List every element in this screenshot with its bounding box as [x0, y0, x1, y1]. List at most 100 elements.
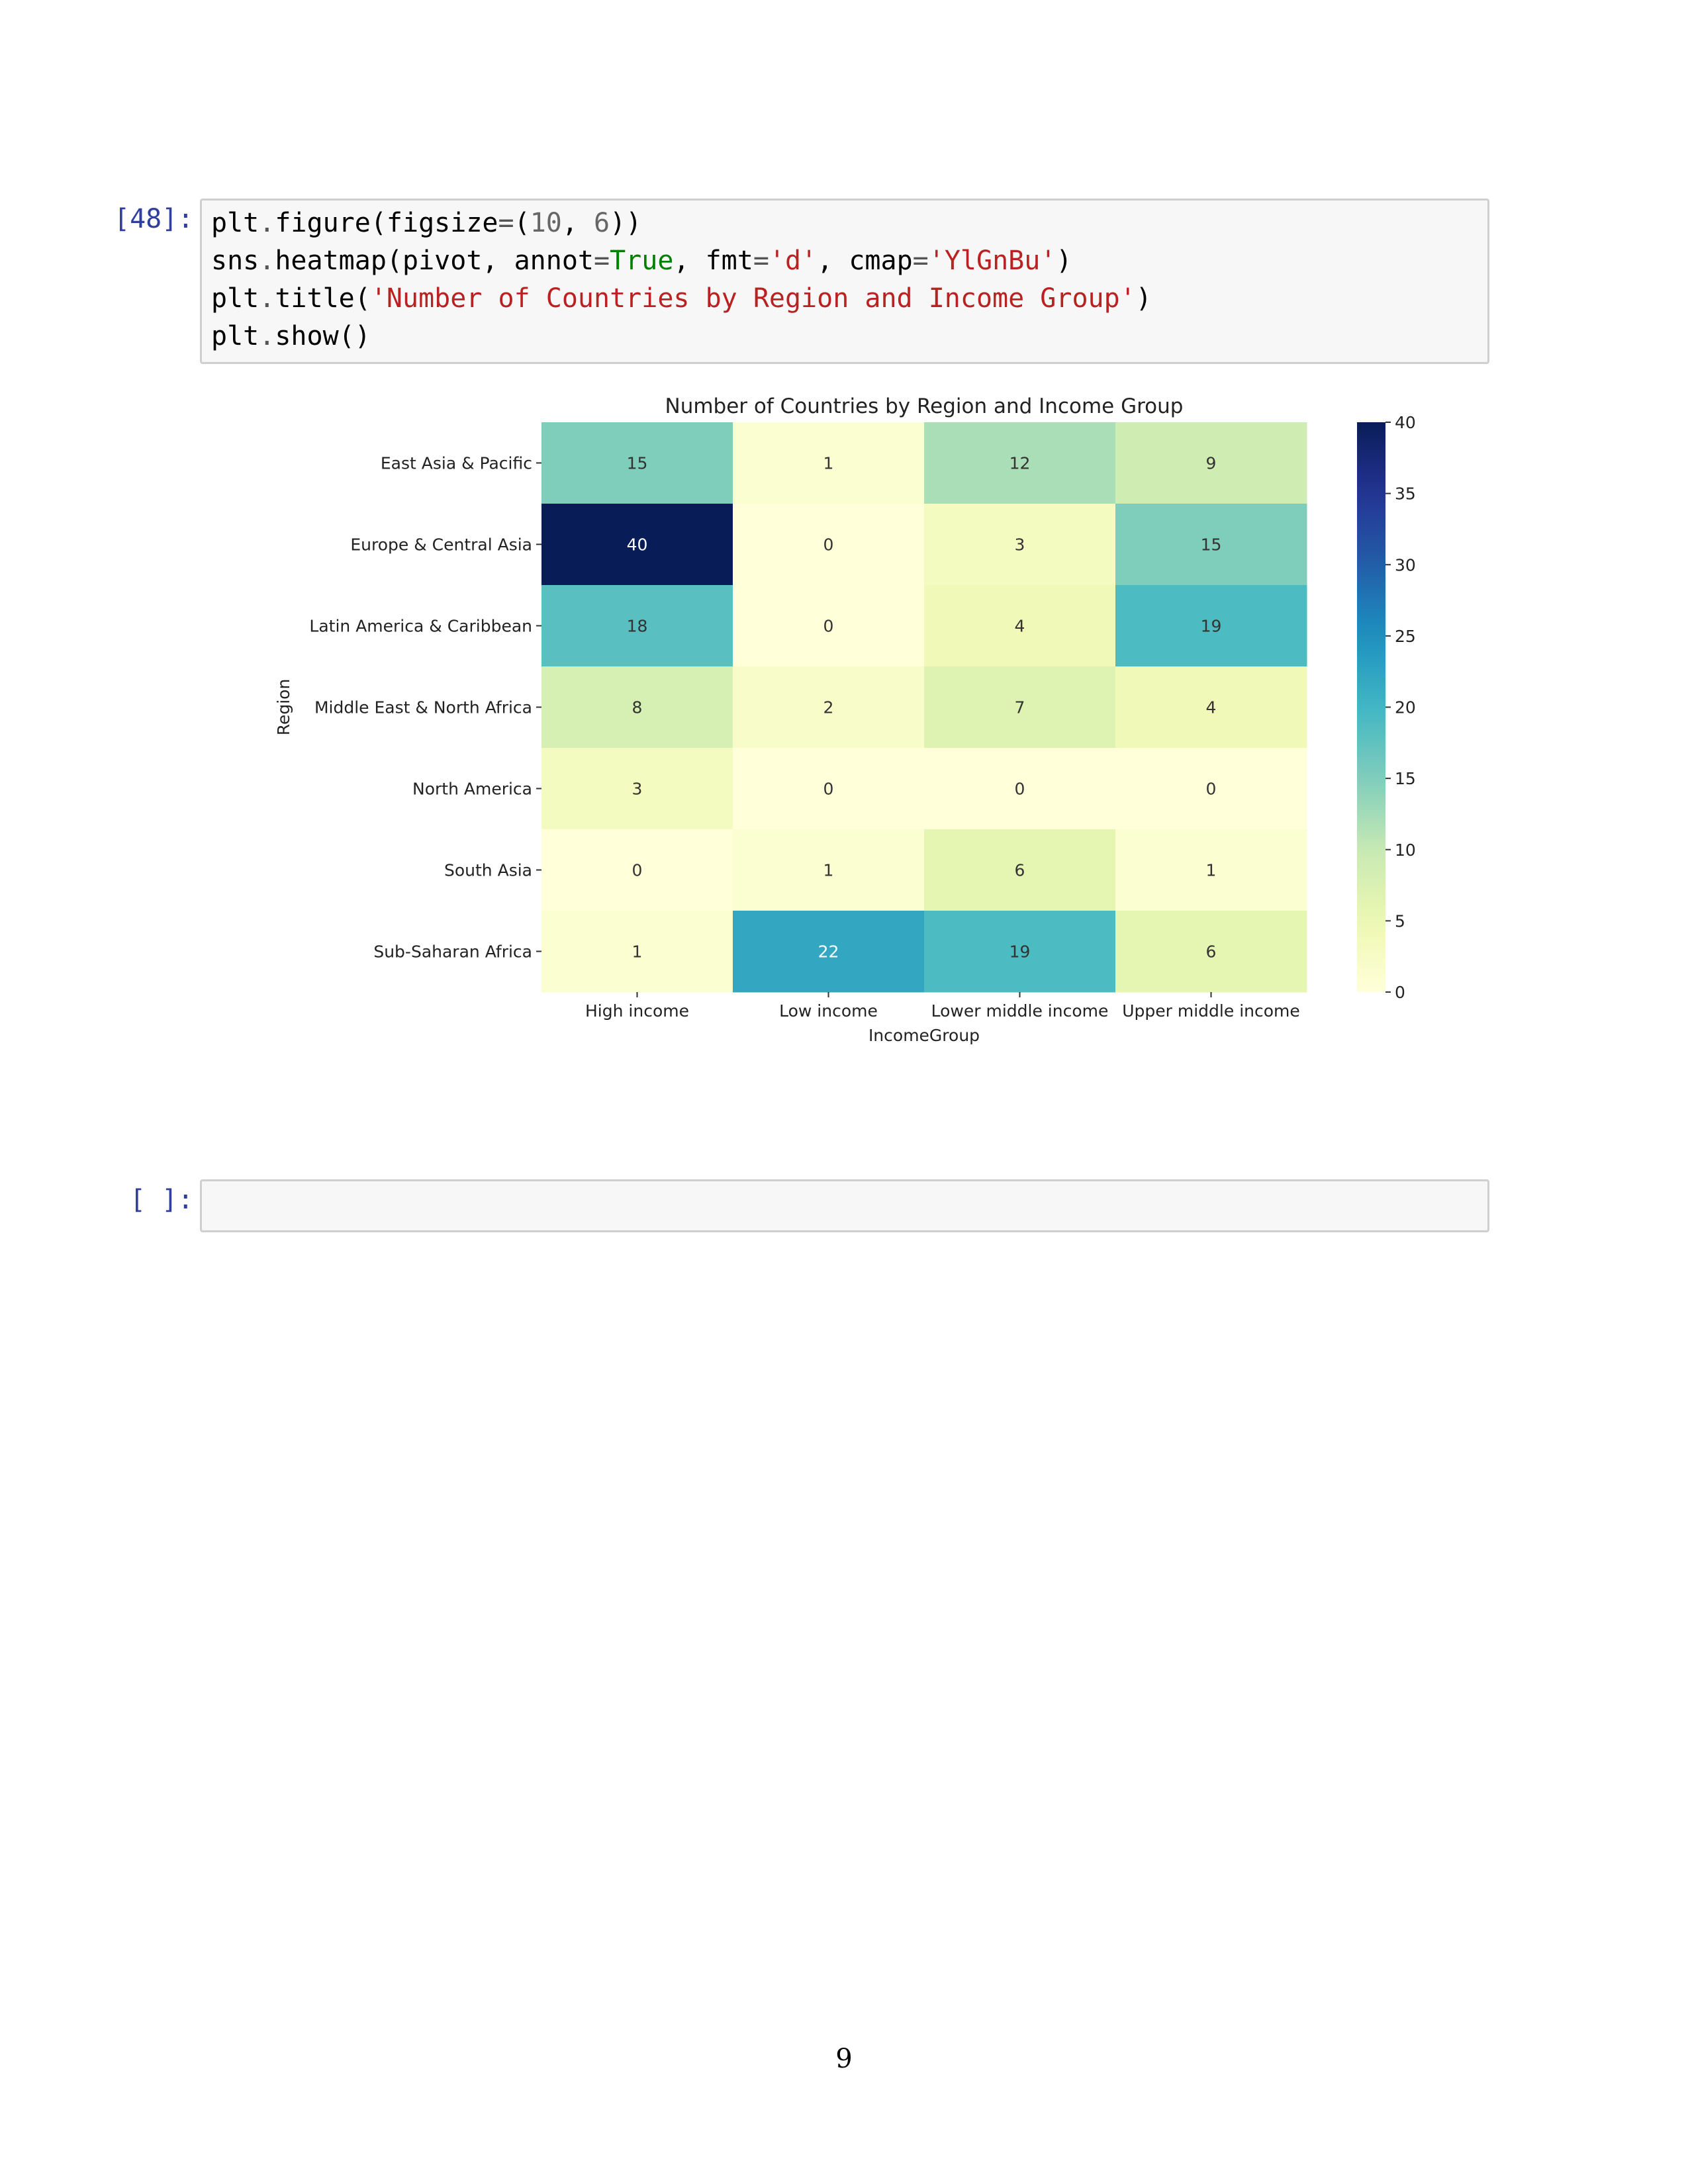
code-line: plt.title('Number of Countries by Region… [211, 280, 1487, 318]
cell-annotation: 6 [1206, 942, 1217, 962]
heatmap-cell [1115, 748, 1307, 830]
heatmap-cell [733, 666, 925, 749]
code-token: ) [1135, 283, 1152, 314]
code-token: . [259, 246, 275, 276]
cell-annotation: 22 [818, 942, 839, 962]
code-token: show() [275, 321, 371, 351]
cell-annotation: 3 [1015, 535, 1025, 555]
heatmap-cell [541, 585, 733, 667]
colorbar-tick-label: 15 [1395, 769, 1416, 788]
heatmap-cell [924, 422, 1116, 504]
empty-code-cell-input[interactable] [200, 1179, 1489, 1232]
heatmap-cell [733, 504, 925, 586]
colorbar-tick-label: 0 [1395, 983, 1405, 1002]
code-token: 'Number of Countries by Region and Incom… [370, 283, 1136, 314]
heatmap-cell [924, 666, 1116, 749]
heatmap-cell [541, 504, 733, 586]
code-token: = [498, 208, 514, 238]
colorbar [1357, 422, 1385, 992]
code-cell-input[interactable]: plt.figure(figsize=(10, 6)) sns.heatmap(p… [200, 199, 1489, 364]
code-token: = [593, 246, 610, 276]
heatmap-cell [541, 748, 733, 830]
cell-annotation: 12 [1009, 454, 1031, 473]
code-token: 'YlGnBu' [928, 246, 1056, 276]
cell-annotation: 6 [1015, 861, 1025, 880]
code-token: = [753, 246, 769, 276]
heatmap-cell [541, 666, 733, 749]
heatmap-cell [1115, 585, 1307, 667]
heatmap-cell [733, 748, 925, 830]
cell-annotation: 0 [632, 861, 643, 880]
code-token: . [259, 208, 275, 238]
code-token: ( [514, 208, 530, 238]
heatmap-cell [1115, 666, 1307, 749]
cell-annotation: 0 [823, 617, 834, 636]
cell-annotation: 8 [632, 698, 643, 717]
code-line: plt.show() [211, 318, 1487, 355]
cell-annotation: 19 [1201, 617, 1222, 636]
cell-annotation: 2 [823, 698, 834, 717]
code-line: plt.figure(figsize=(10, 6)) [211, 205, 1487, 242]
colorbar-tick-label: 35 [1395, 484, 1416, 504]
cell-annotation: 19 [1009, 942, 1031, 962]
cell-annotation: 40 [627, 535, 648, 555]
colorbar-tick-label: 5 [1395, 911, 1405, 931]
heatmap-cell [733, 422, 925, 504]
cell-annotation: 9 [1206, 454, 1217, 473]
heatmap-cell [541, 829, 733, 911]
x-axis-label: IncomeGroup [868, 1026, 980, 1045]
code-token: ) [1056, 246, 1072, 276]
heatmap-cell [541, 911, 733, 993]
heatmap-cell [733, 829, 925, 911]
heatmap-cell [924, 829, 1116, 911]
heatmap-cell [1115, 504, 1307, 586]
cell-annotation: 1 [823, 861, 834, 880]
cell-annotation: 0 [1015, 780, 1025, 799]
colorbar-tick-label: 40 [1395, 413, 1416, 432]
heatmap-cell [541, 422, 733, 504]
cell-annotation: 15 [627, 454, 648, 473]
chart-title: Number of Countries by Region and Income… [665, 394, 1184, 418]
cell-annotation: 1 [632, 942, 643, 962]
x-tick-label: Low income [779, 1001, 878, 1021]
heatmap-cell [733, 585, 925, 667]
colorbar-tick-label: 30 [1395, 555, 1416, 574]
code-token: )) [610, 208, 642, 238]
code-token: figure(figsize [275, 208, 498, 238]
cell-prompt-empty: [ ]: [130, 1185, 194, 1215]
y-tick-label: Middle East & North Africa [314, 698, 532, 717]
code-token: 'd' [769, 246, 818, 276]
heatmap-cell [1115, 829, 1307, 911]
code-token: . [259, 283, 275, 314]
heatmap-chart: Number of Countries by Region and Income… [274, 394, 1416, 1045]
code-token: , fmt [673, 246, 753, 276]
cell-annotation: 4 [1015, 617, 1025, 636]
cell-annotation: 1 [1206, 861, 1217, 880]
code-token: title( [275, 283, 371, 314]
y-tick-label: Latin America & Caribbean [309, 617, 532, 636]
heatmap-cell [924, 585, 1116, 667]
page-number: 9 [835, 2044, 853, 2074]
cell-annotation: 0 [1206, 780, 1217, 799]
heatmap-cell [733, 911, 925, 993]
heatmap-cell [924, 504, 1116, 586]
cell-annotation: 4 [1206, 698, 1217, 717]
code-token: plt [211, 321, 259, 351]
code-token: = [912, 246, 929, 276]
code-token: , cmap [817, 246, 913, 276]
cell-annotation: 0 [823, 535, 834, 555]
heatmap-cell [1115, 911, 1307, 993]
heatmap-cell [924, 748, 1116, 830]
y-tick-label: Europe & Central Asia [350, 535, 532, 555]
y-tick-label: North America [412, 780, 532, 799]
code-token: True [610, 246, 674, 276]
y-tick-label: East Asia & Pacific [381, 454, 532, 473]
heatmap-cell [1115, 422, 1307, 504]
cell-annotation: 1 [823, 454, 834, 473]
cell-annotation: 15 [1201, 535, 1222, 555]
code-line: sns.heatmap(pivot, annot=True, fmt='d', … [211, 242, 1487, 280]
code-token: . [259, 321, 275, 351]
cell-prompt-48: [48]: [114, 204, 194, 234]
code-token: , [561, 208, 594, 238]
colorbar-tick-label: 10 [1395, 841, 1416, 860]
